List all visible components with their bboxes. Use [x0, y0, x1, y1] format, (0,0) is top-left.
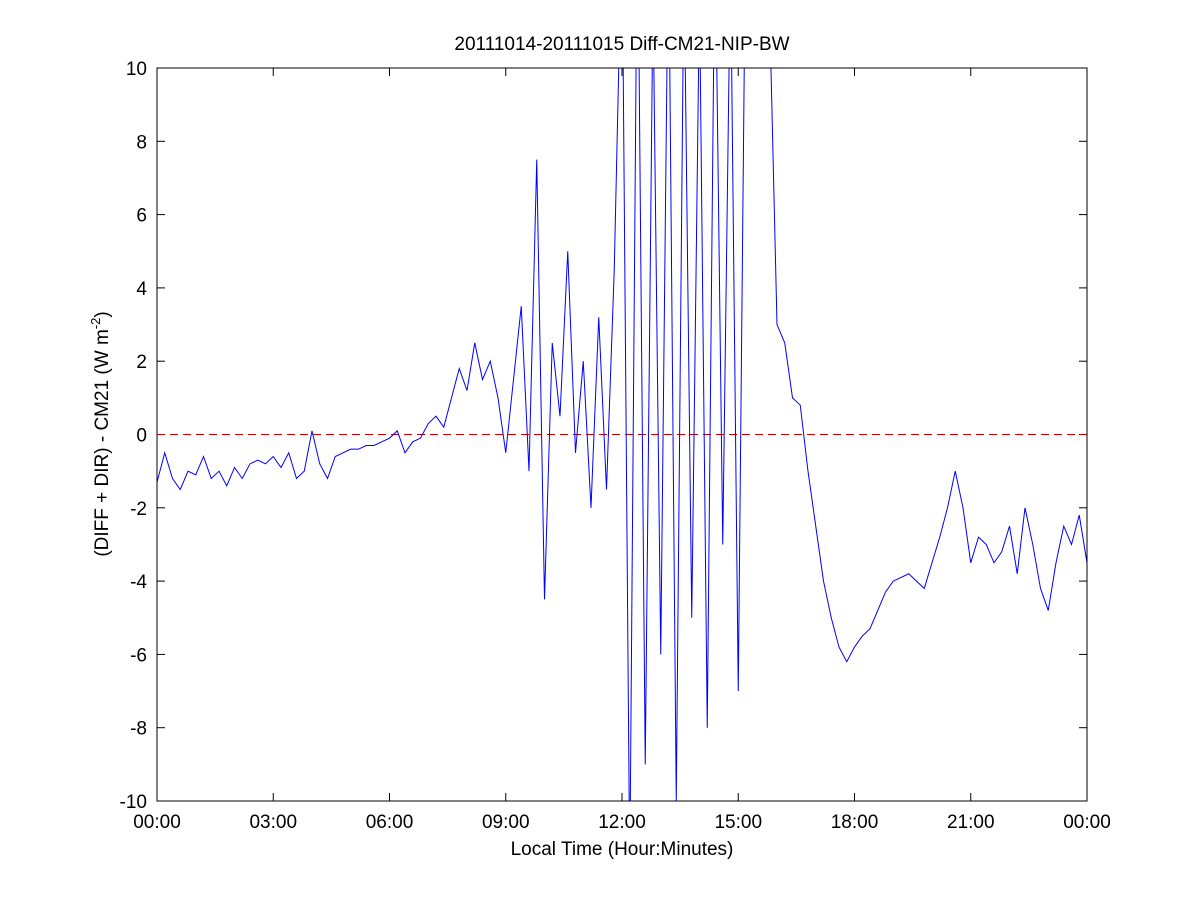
y-tick-label: -6: [130, 645, 147, 666]
x-tick-label: 15:00: [714, 812, 762, 833]
x-tick-label: 00:00: [133, 812, 181, 833]
x-tick-label: 03:00: [249, 812, 297, 833]
y-tick-label: 0: [136, 426, 147, 447]
x-axis-label: Local Time (Hour:Minutes): [511, 839, 734, 860]
x-tick-label: 06:00: [366, 812, 414, 833]
x-tick-label: 12:00: [598, 812, 646, 833]
y-tick-label: -8: [130, 719, 147, 740]
y-tick-label: -2: [130, 499, 147, 520]
y-tick-label: 2: [136, 352, 147, 373]
y-axis-label: (DIFF + DIR) - CM21 (W m-2): [88, 311, 113, 556]
y-tick-label: -10: [120, 792, 147, 813]
plot-area: [157, 68, 1087, 801]
x-tick-label: 21:00: [947, 812, 995, 833]
y-axis-label-sup: -2: [88, 318, 103, 330]
y-axis-label-main: (DIFF + DIR) - CM21 (W m: [92, 329, 113, 556]
chart-title: 20111014-20111015 Diff-CM21-NIP-BW: [454, 34, 789, 55]
x-tick-label: 09:00: [482, 812, 530, 833]
y-tick-label: 8: [136, 132, 147, 153]
y-tick-label: 10: [126, 59, 147, 80]
axes-box: [156, 67, 1088, 802]
y-tick-label: 4: [136, 279, 147, 300]
y-tick-label: 6: [136, 206, 147, 227]
y-tick-label: -4: [130, 572, 147, 593]
x-tick-label: 18:00: [831, 812, 879, 833]
x-tick-label: 00:00: [1063, 812, 1111, 833]
y-axis-label-end: ): [92, 311, 113, 317]
data-line: [157, 68, 1087, 801]
